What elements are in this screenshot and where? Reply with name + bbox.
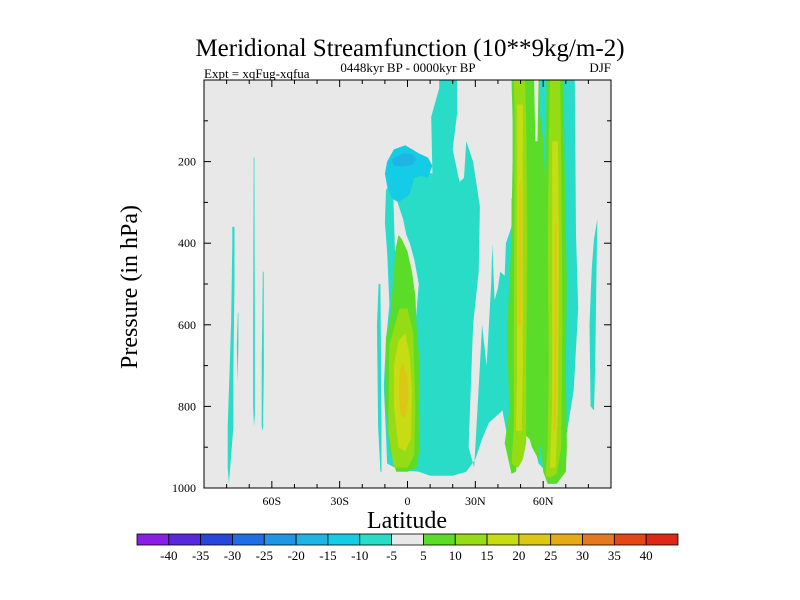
colorbar-label-3: -25 <box>256 548 273 563</box>
contour-region-0 <box>227 226 235 484</box>
contour-region-5 <box>377 284 382 472</box>
colorbar-label-15: 40 <box>640 548 653 563</box>
contour-region-6 <box>589 218 598 411</box>
colorbar-label-2: -30 <box>224 548 241 563</box>
season-label: DJF <box>589 60 611 75</box>
colorbar-label-10: 15 <box>481 548 494 563</box>
colorbar-swatch-6 <box>327 533 361 546</box>
colorbar-swatch-13 <box>550 533 583 546</box>
y-tick-label-400: 400 <box>178 236 196 250</box>
colorbar-swatch-11 <box>486 533 520 546</box>
colorbar-swatch-2 <box>200 533 233 546</box>
contour-region-8 <box>391 153 417 167</box>
contour-region-18 <box>518 182 522 325</box>
colorbar-swatch-15 <box>613 533 647 546</box>
contour-region-1 <box>253 157 255 427</box>
colorbar-label-1: -35 <box>192 548 209 563</box>
colorbar-label-8: 5 <box>420 548 427 563</box>
x-tick-label-30S: 30S <box>330 494 349 508</box>
y-tick-label-200: 200 <box>178 155 196 169</box>
chart-title: Meridional Streamfunction (10**9kg/m-2) <box>195 35 624 62</box>
colorbar-label-7: -5 <box>386 548 397 563</box>
colorbar: -40 -35 -30 -25 -20 -15 -10 -5 5 10 15 20 25 30 35 40 <box>136 533 679 563</box>
colorbar-swatch-14 <box>582 533 615 546</box>
colorbar-swatch-9 <box>423 533 456 546</box>
y-tick-label-1000: 1000 <box>172 481 196 495</box>
y-axis-ticks: 200 400 600 800 1000 <box>172 120 611 495</box>
y-axis-label: Pressure (in hPa) <box>117 205 143 369</box>
contour-fills <box>227 80 598 484</box>
y-tick-label-800: 800 <box>178 399 196 413</box>
colorbar-swatch-3 <box>232 533 265 546</box>
colorbar-label-0: -40 <box>160 548 177 563</box>
contour-region-19 <box>553 222 557 431</box>
colorbar-swatch-5 <box>295 533 329 546</box>
colorbar-label-4: -20 <box>287 548 304 563</box>
colorbar-swatch-12 <box>518 533 552 546</box>
colorbar-swatch-8 <box>391 533 424 546</box>
contour-region-17 <box>398 361 409 419</box>
colorbar-label-11: 20 <box>512 548 525 563</box>
colorbar-label-5: -15 <box>319 548 336 563</box>
colorbar-swatch-10 <box>454 533 488 546</box>
x-axis-label: Latitude <box>367 508 447 534</box>
experiment-label: Expt = xqFug-xqfua <box>204 66 310 81</box>
colorbar-swatch-1 <box>168 533 202 546</box>
colorbar-label-9: 10 <box>449 548 462 563</box>
colorbar-swatch-4 <box>263 533 297 546</box>
x-tick-label-30N: 30N <box>465 494 486 508</box>
contour-region-2 <box>261 271 264 431</box>
colorbar-label-6: -10 <box>351 548 368 563</box>
y-tick-label-600: 600 <box>178 318 196 332</box>
contour-region-20 <box>534 80 539 142</box>
contour-region-3 <box>236 312 239 382</box>
colorbar-swatch-0 <box>136 533 170 546</box>
x-axis-ticks: 60S 30S 0 30N 60N <box>226 80 589 508</box>
colorbar-label-13: 30 <box>576 548 589 563</box>
colorbar-swatch-7 <box>359 533 392 546</box>
chart-subtitle: 0448kyr BP - 0000kyr BP <box>340 60 475 75</box>
colorbar-label-12: 25 <box>544 548 557 563</box>
colorbar-label-14: 35 <box>608 548 621 563</box>
x-tick-label-60N: 60N <box>533 494 554 508</box>
x-tick-label-60S: 60S <box>262 494 281 508</box>
x-tick-label-0: 0 <box>405 494 411 508</box>
colorbar-swatch-16 <box>645 533 679 546</box>
